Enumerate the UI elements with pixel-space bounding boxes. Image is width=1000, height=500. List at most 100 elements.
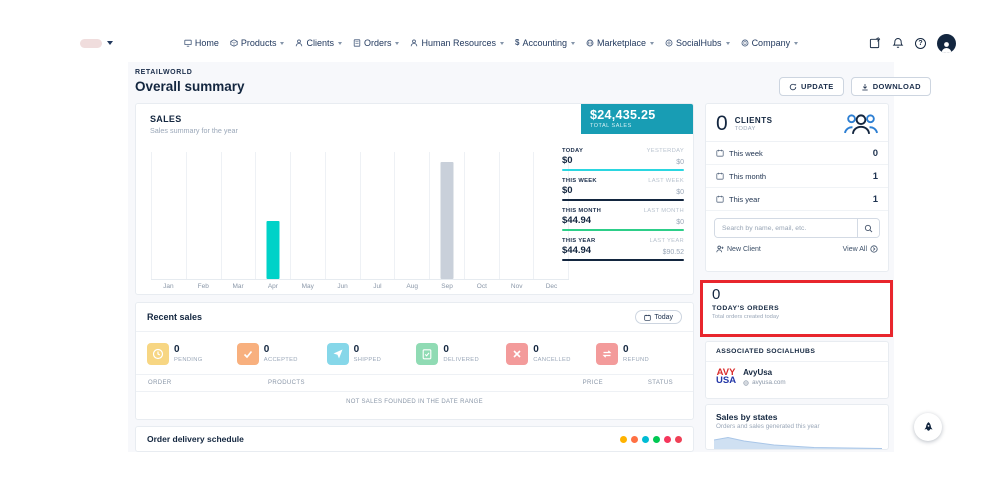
today-filter-label: Today xyxy=(654,313,673,321)
stat-compare-label: LAST YEAR xyxy=(649,238,684,244)
cube-icon xyxy=(230,39,238,47)
chevron-down-icon xyxy=(107,41,113,45)
nav-label: Products xyxy=(240,38,277,48)
clipboard-check-icon xyxy=(416,343,439,365)
download-button[interactable]: DOWNLOAD xyxy=(850,77,931,96)
nav-accounting[interactable]: $ Accounting xyxy=(515,38,575,48)
month-label: Feb xyxy=(197,283,209,290)
stat-accent-bar xyxy=(562,229,684,231)
today-filter-button[interactable]: Today xyxy=(635,310,682,324)
recent-sales-header: Recent sales Today xyxy=(136,303,693,332)
tile-cancelled: 0 CANCELLED xyxy=(506,343,592,365)
clock-icon xyxy=(147,343,169,365)
nav-human-resources[interactable]: Human Resources xyxy=(410,38,505,48)
nav-marketplace[interactable]: Marketplace xyxy=(586,38,655,48)
chevron-down-icon xyxy=(500,41,505,45)
order-delivery-title: Order delivery schedule xyxy=(147,434,244,444)
tile-label: PENDING xyxy=(174,357,203,363)
page-header: RETAILWORLD Overall summary xyxy=(135,69,245,94)
socialhub-name: AvyUsa xyxy=(743,368,773,377)
calendar-icon xyxy=(644,314,651,321)
nav-label: Accounting xyxy=(522,38,567,48)
empty-table-message: NOT SALES FOUNDED IN THE DATE RANGE xyxy=(346,399,483,405)
legend-dot xyxy=(664,435,671,443)
view-all-label: View All xyxy=(842,245,867,253)
tile-count: 0 xyxy=(443,344,449,355)
calendar-icon xyxy=(716,195,724,203)
nav-socialhubs[interactable]: SocialHubs xyxy=(665,38,730,48)
view-all-link[interactable]: View All xyxy=(843,245,878,253)
order-delivery-card: Order delivery schedule xyxy=(135,426,694,452)
sales-bar-chart xyxy=(151,152,569,280)
chevron-down-icon xyxy=(650,41,655,45)
nav-clients[interactable]: Clients xyxy=(295,38,342,48)
x-icon xyxy=(506,343,529,365)
search-button[interactable] xyxy=(857,219,879,237)
update-button-label: UPDATE xyxy=(801,82,834,91)
nav-products[interactable]: Products xyxy=(230,38,285,48)
sales-period-stats: TODAY YESTERDAY $0 $0 THIS WEEK LAST WEEK $… xyxy=(562,148,684,268)
stat-value: $44.94 xyxy=(562,215,592,226)
chevron-down-icon xyxy=(280,41,285,45)
states-area-chart xyxy=(714,436,882,449)
column-price: PRICE xyxy=(582,380,603,386)
clients-row-this-month: This month 1 xyxy=(706,165,888,188)
assistant-fab[interactable] xyxy=(914,413,942,441)
user-avatar[interactable] xyxy=(937,33,956,53)
help-icon[interactable]: ? xyxy=(915,37,926,49)
stat-today: TODAY YESTERDAY $0 $0 xyxy=(562,148,684,171)
column-products: PRODUCTS xyxy=(268,380,305,386)
clients-footer-links: New Client View All xyxy=(706,238,888,260)
globe-icon xyxy=(743,379,749,386)
repeat-icon xyxy=(595,343,618,365)
stat-compare-label: LAST WEEK xyxy=(648,178,684,184)
person-plus-icon xyxy=(716,245,724,253)
month-label: Jul xyxy=(373,283,382,290)
avyusa-logo: AVY USA xyxy=(716,366,737,386)
stat-label: THIS MONTH xyxy=(562,208,602,214)
update-button[interactable]: UPDATE xyxy=(779,77,844,96)
new-client-link[interactable]: New Client xyxy=(716,245,761,253)
nav-home[interactable]: Home xyxy=(184,38,219,48)
month-label: Mar xyxy=(232,283,244,290)
sales-by-states-title: Sales by states xyxy=(716,412,778,422)
recent-sales-title: Recent sales xyxy=(147,312,203,322)
app-logo[interactable] xyxy=(80,38,102,48)
clients-count: 0 xyxy=(716,112,728,135)
page-title: Overall summary xyxy=(135,79,245,94)
nav-company[interactable]: Company xyxy=(741,38,799,48)
clients-row-this-week: This week 0 xyxy=(706,142,888,165)
todays-orders-sublabel: Total orders created today xyxy=(712,313,780,320)
stat-this-week: THIS WEEK LAST WEEK $0 $0 xyxy=(562,178,684,201)
month-label: Dec xyxy=(545,283,558,290)
chevron-down-icon xyxy=(725,41,730,45)
refresh-icon xyxy=(789,83,797,90)
clients-sublabel: TODAY xyxy=(734,125,756,132)
stat-label: THIS WEEK xyxy=(562,178,597,184)
stat-compare-value: $0 xyxy=(676,219,684,226)
notes-icon[interactable] xyxy=(869,37,881,49)
rocket-icon xyxy=(923,421,933,431)
month-label: Apr xyxy=(267,283,278,290)
bell-icon[interactable] xyxy=(892,37,904,49)
topbar-actions: ? xyxy=(869,33,956,53)
person-icon xyxy=(296,39,303,47)
clients-label: CLIENTS xyxy=(734,115,773,125)
month-label: Aug xyxy=(406,283,418,290)
clients-row-this-year: This year 1 xyxy=(706,188,888,211)
nav-orders[interactable]: Orders xyxy=(353,38,400,48)
stat-value: $0 xyxy=(562,155,573,166)
row-label: This month xyxy=(729,171,767,181)
socialhub-item-avyusa[interactable]: AVY USA AvyUsa avyusa.com xyxy=(706,362,888,392)
todays-orders-count: 0 xyxy=(712,286,721,303)
clients-card: 0 CLIENTS TODAY This week 0 This month 1… xyxy=(705,103,889,272)
socialhubs-card: ASSOCIATED SOCIALHUBS AVY USA AvyUsa avy… xyxy=(705,341,889,399)
app-logo-group[interactable] xyxy=(80,38,113,48)
todays-orders-card-highlighted: 0 TODAY'S ORDERS Total orders created to… xyxy=(700,280,893,337)
stat-accent-bar xyxy=(562,169,684,171)
socialhub-domain: avyusa.com xyxy=(743,379,786,386)
client-search-input[interactable] xyxy=(715,219,857,237)
nav-label: SocialHubs xyxy=(676,38,722,48)
arrow-circle-icon xyxy=(870,245,878,253)
check-icon xyxy=(236,343,259,365)
